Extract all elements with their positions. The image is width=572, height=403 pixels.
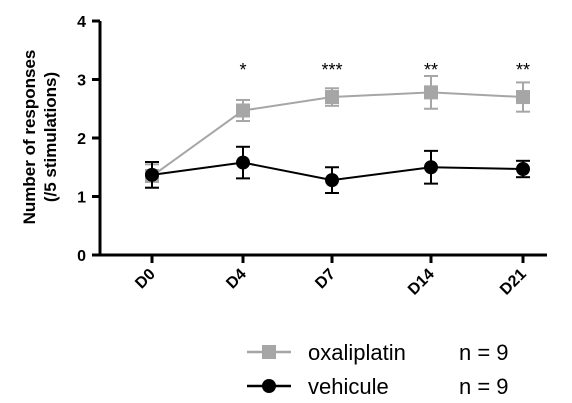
- data-point: [516, 90, 530, 105]
- legend-marker: [262, 345, 276, 359]
- significance-marker: **: [516, 60, 530, 80]
- x-tick-label: D21: [497, 266, 530, 299]
- y-tick-label: 1: [77, 190, 86, 207]
- x-tick-label: D0: [132, 266, 159, 293]
- y-tick-label: 3: [77, 73, 86, 90]
- legend-label: oxaliplatin: [308, 340, 406, 365]
- axes: [98, 21, 547, 257]
- x-tick-label: D7: [312, 266, 339, 293]
- data-point: [236, 155, 250, 170]
- significance-marker: **: [424, 60, 438, 80]
- data-point: [516, 162, 530, 177]
- series-oxaliplatin: [145, 74, 530, 189]
- significance-marker: *: [239, 60, 246, 80]
- data-point: [145, 167, 159, 182]
- y-tick-label: 0: [77, 248, 86, 265]
- legend-n-label: n = 9: [459, 340, 509, 365]
- legend-item-oxaliplatin: oxaliplatin n = 9: [247, 340, 509, 365]
- legend-marker: [262, 379, 276, 393]
- y-axis-title-line1: Number of responses: [20, 50, 39, 225]
- data-point: [424, 160, 438, 175]
- y-tick-label: 4: [77, 14, 86, 31]
- legend-item-vehicule: vehicule n = 9: [247, 374, 509, 399]
- series-vehicule: [145, 145, 530, 194]
- significance-annotations: * *** ** **: [239, 60, 530, 80]
- legend-label: vehicule: [308, 374, 389, 399]
- data-point: [325, 90, 339, 105]
- x-tick-label: D14: [405, 266, 438, 299]
- significance-marker: ***: [321, 60, 342, 80]
- data-point: [424, 85, 438, 100]
- data-point: [325, 173, 339, 188]
- x-tick-label: D4: [223, 266, 250, 293]
- y-axis-title: Number of responses (/5 stimulations): [20, 50, 60, 225]
- data-point: [236, 103, 250, 118]
- y-ticks: 0 1 2 3 4: [77, 14, 100, 265]
- y-axis-title-line2: (/5 stimulations): [41, 72, 60, 202]
- legend: oxaliplatin n = 9 vehicule n = 9: [247, 340, 509, 399]
- y-tick-label: 2: [77, 131, 86, 148]
- series-layer: [145, 74, 530, 194]
- legend-n-label: n = 9: [459, 374, 509, 399]
- x-ticks: D0 D4 D7 D14 D21: [132, 255, 530, 299]
